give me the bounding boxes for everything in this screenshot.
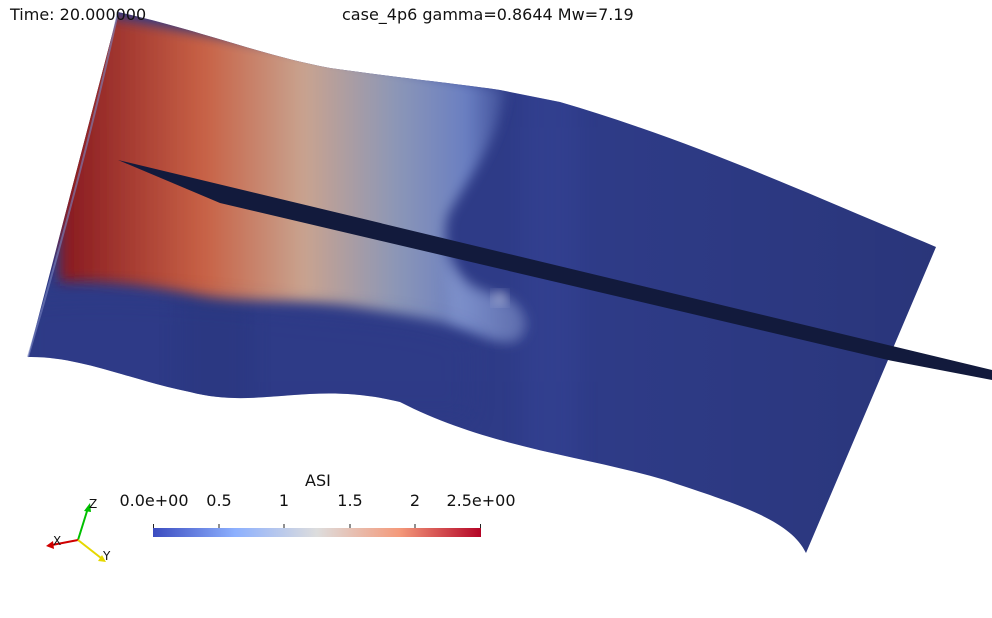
colorbar-tick-label: 0.0e+00 [119, 491, 189, 510]
colorbar-tick-label: 1 [278, 491, 290, 510]
colorbar-tick-label: 2 [409, 491, 421, 510]
case-title: case_4p6 gamma=0.8644 Mw=7.19 [342, 5, 634, 24]
colorbar-tick-label: 2.5e+00 [446, 491, 516, 510]
y-axis-label: Y [103, 549, 111, 563]
colorbar-gradient [153, 524, 481, 537]
colorbar-tick-label: 0.5 [206, 491, 232, 510]
time-label: Time: 20.000000 [10, 5, 147, 24]
z-axis-label: Z [89, 497, 98, 511]
colorbar-title: ASI [305, 471, 331, 490]
orientation-axes-widget[interactable] [38, 495, 118, 575]
colorbar-tick-label: 1.5 [337, 491, 363, 510]
fault-plane [118, 160, 992, 380]
x-axis-label: X [53, 534, 62, 548]
asi-hot-region [60, 12, 522, 339]
